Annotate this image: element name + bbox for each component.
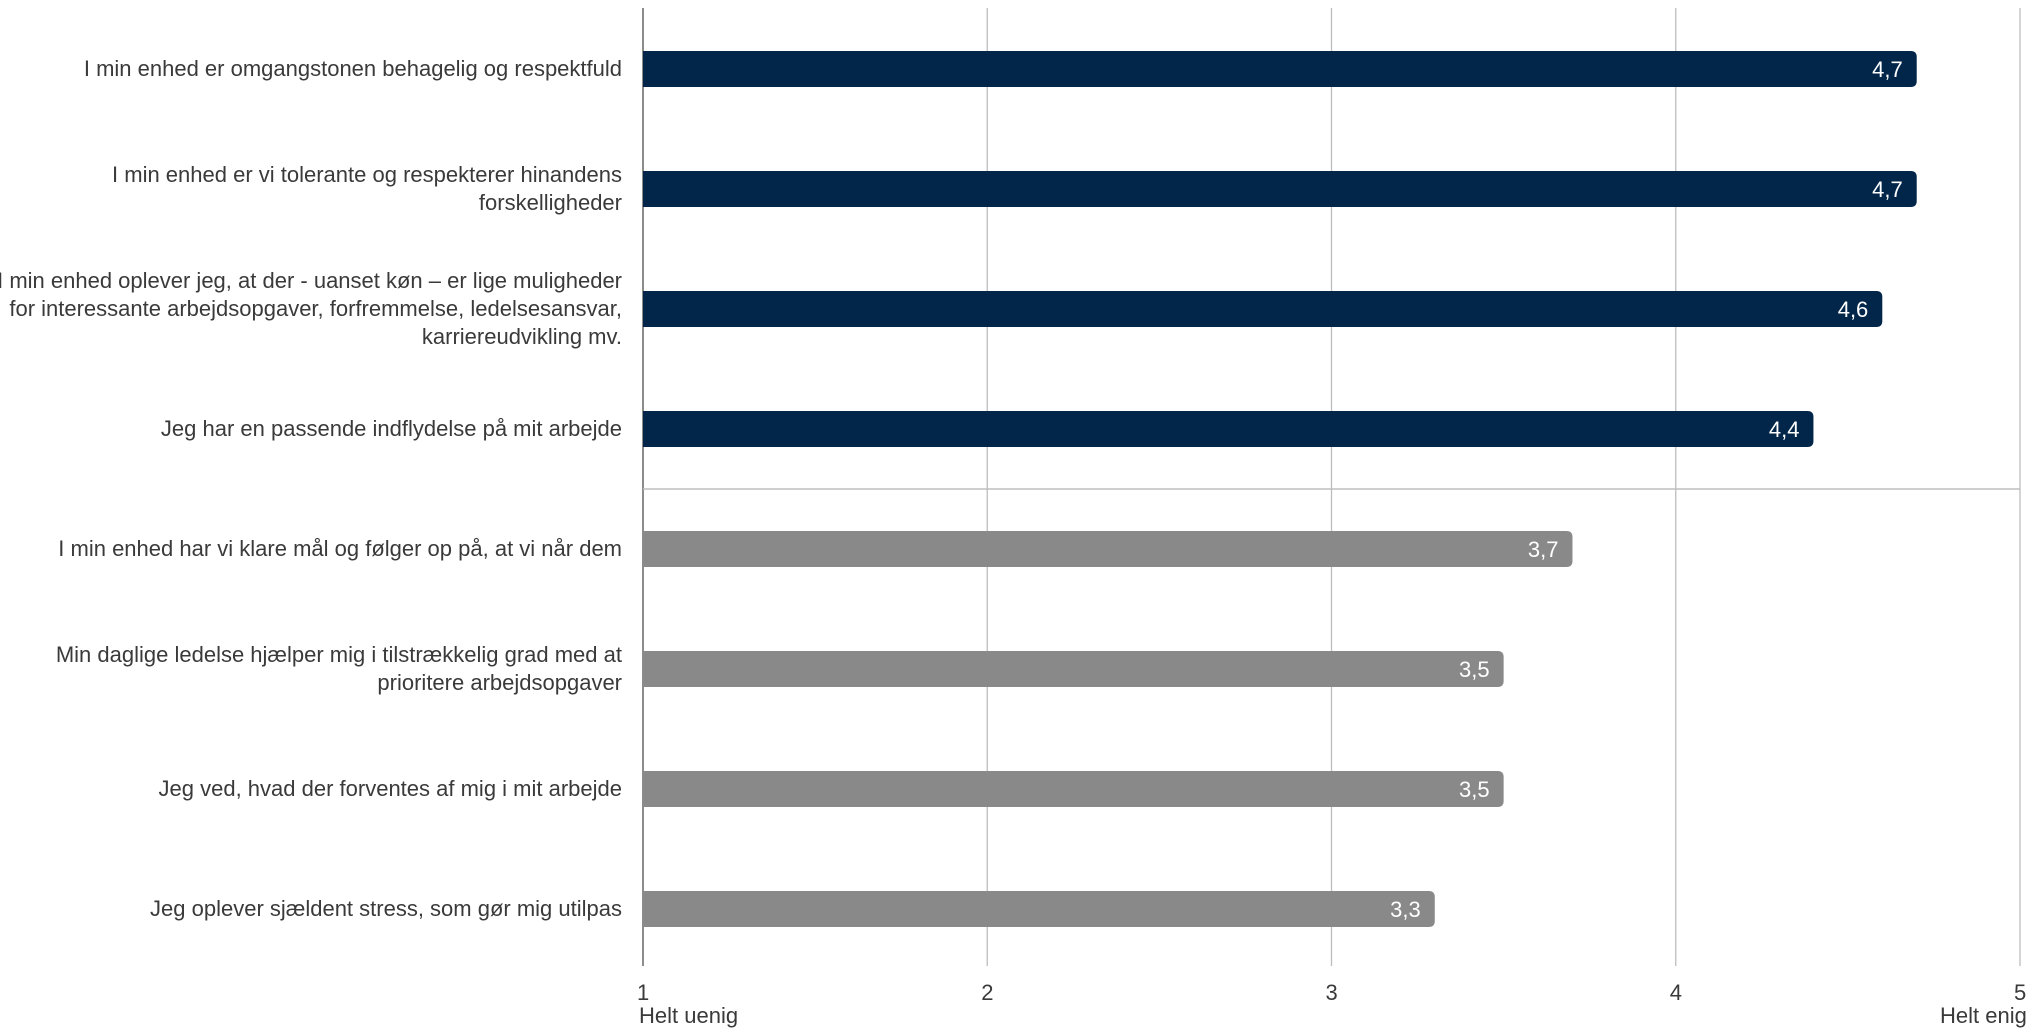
bar-1	[643, 51, 1917, 87]
bar-8	[643, 891, 1435, 927]
x-axis-min-caption: Helt uenig	[639, 1003, 739, 1028]
x-tick-label: 2	[981, 980, 994, 1005]
bar-value-label: 4,7	[1872, 177, 1903, 202]
bar-7	[643, 771, 1504, 807]
bar-value-label: 3,7	[1528, 537, 1559, 562]
category-label: I min enhed er vi tolerante og respekter…	[112, 162, 622, 215]
x-tick-label: 1	[637, 980, 650, 1005]
x-tick-label: 3	[1325, 980, 1338, 1005]
category-label: Jeg ved, hvad der forventes af mig i mit…	[158, 776, 622, 801]
bar-4	[643, 411, 1814, 447]
bar-value-label: 4,7	[1872, 57, 1903, 82]
bar-2	[643, 171, 1917, 207]
bar-value-label: 3,5	[1459, 657, 1490, 682]
bar-5	[643, 531, 1573, 567]
bar-value-label: 4,4	[1769, 417, 1800, 442]
bar-6	[643, 651, 1504, 687]
category-label: Jeg oplever sjældent stress, som gør mig…	[150, 896, 622, 921]
bar-value-label: 3,3	[1390, 897, 1421, 922]
bar-value-label: 4,6	[1838, 297, 1869, 322]
category-label: Jeg har en passende indflydelse på mit a…	[160, 416, 622, 441]
bar-3	[643, 291, 1883, 327]
category-label: I min enhed er omgangstonen behagelig og…	[83, 56, 622, 81]
bar-value-label: 3,5	[1459, 777, 1490, 802]
x-axis-max-caption: Helt enig	[1940, 1003, 2027, 1028]
x-tick-label: 4	[1669, 980, 1682, 1005]
x-tick-label: 5	[2014, 980, 2027, 1005]
category-label: I min enhed oplever jeg, at der - uanset…	[0, 268, 622, 349]
category-label: I min enhed har vi klare mål og følger o…	[58, 536, 622, 561]
category-label: Min daglige ledelse hjælper mig i tilstr…	[55, 642, 622, 695]
